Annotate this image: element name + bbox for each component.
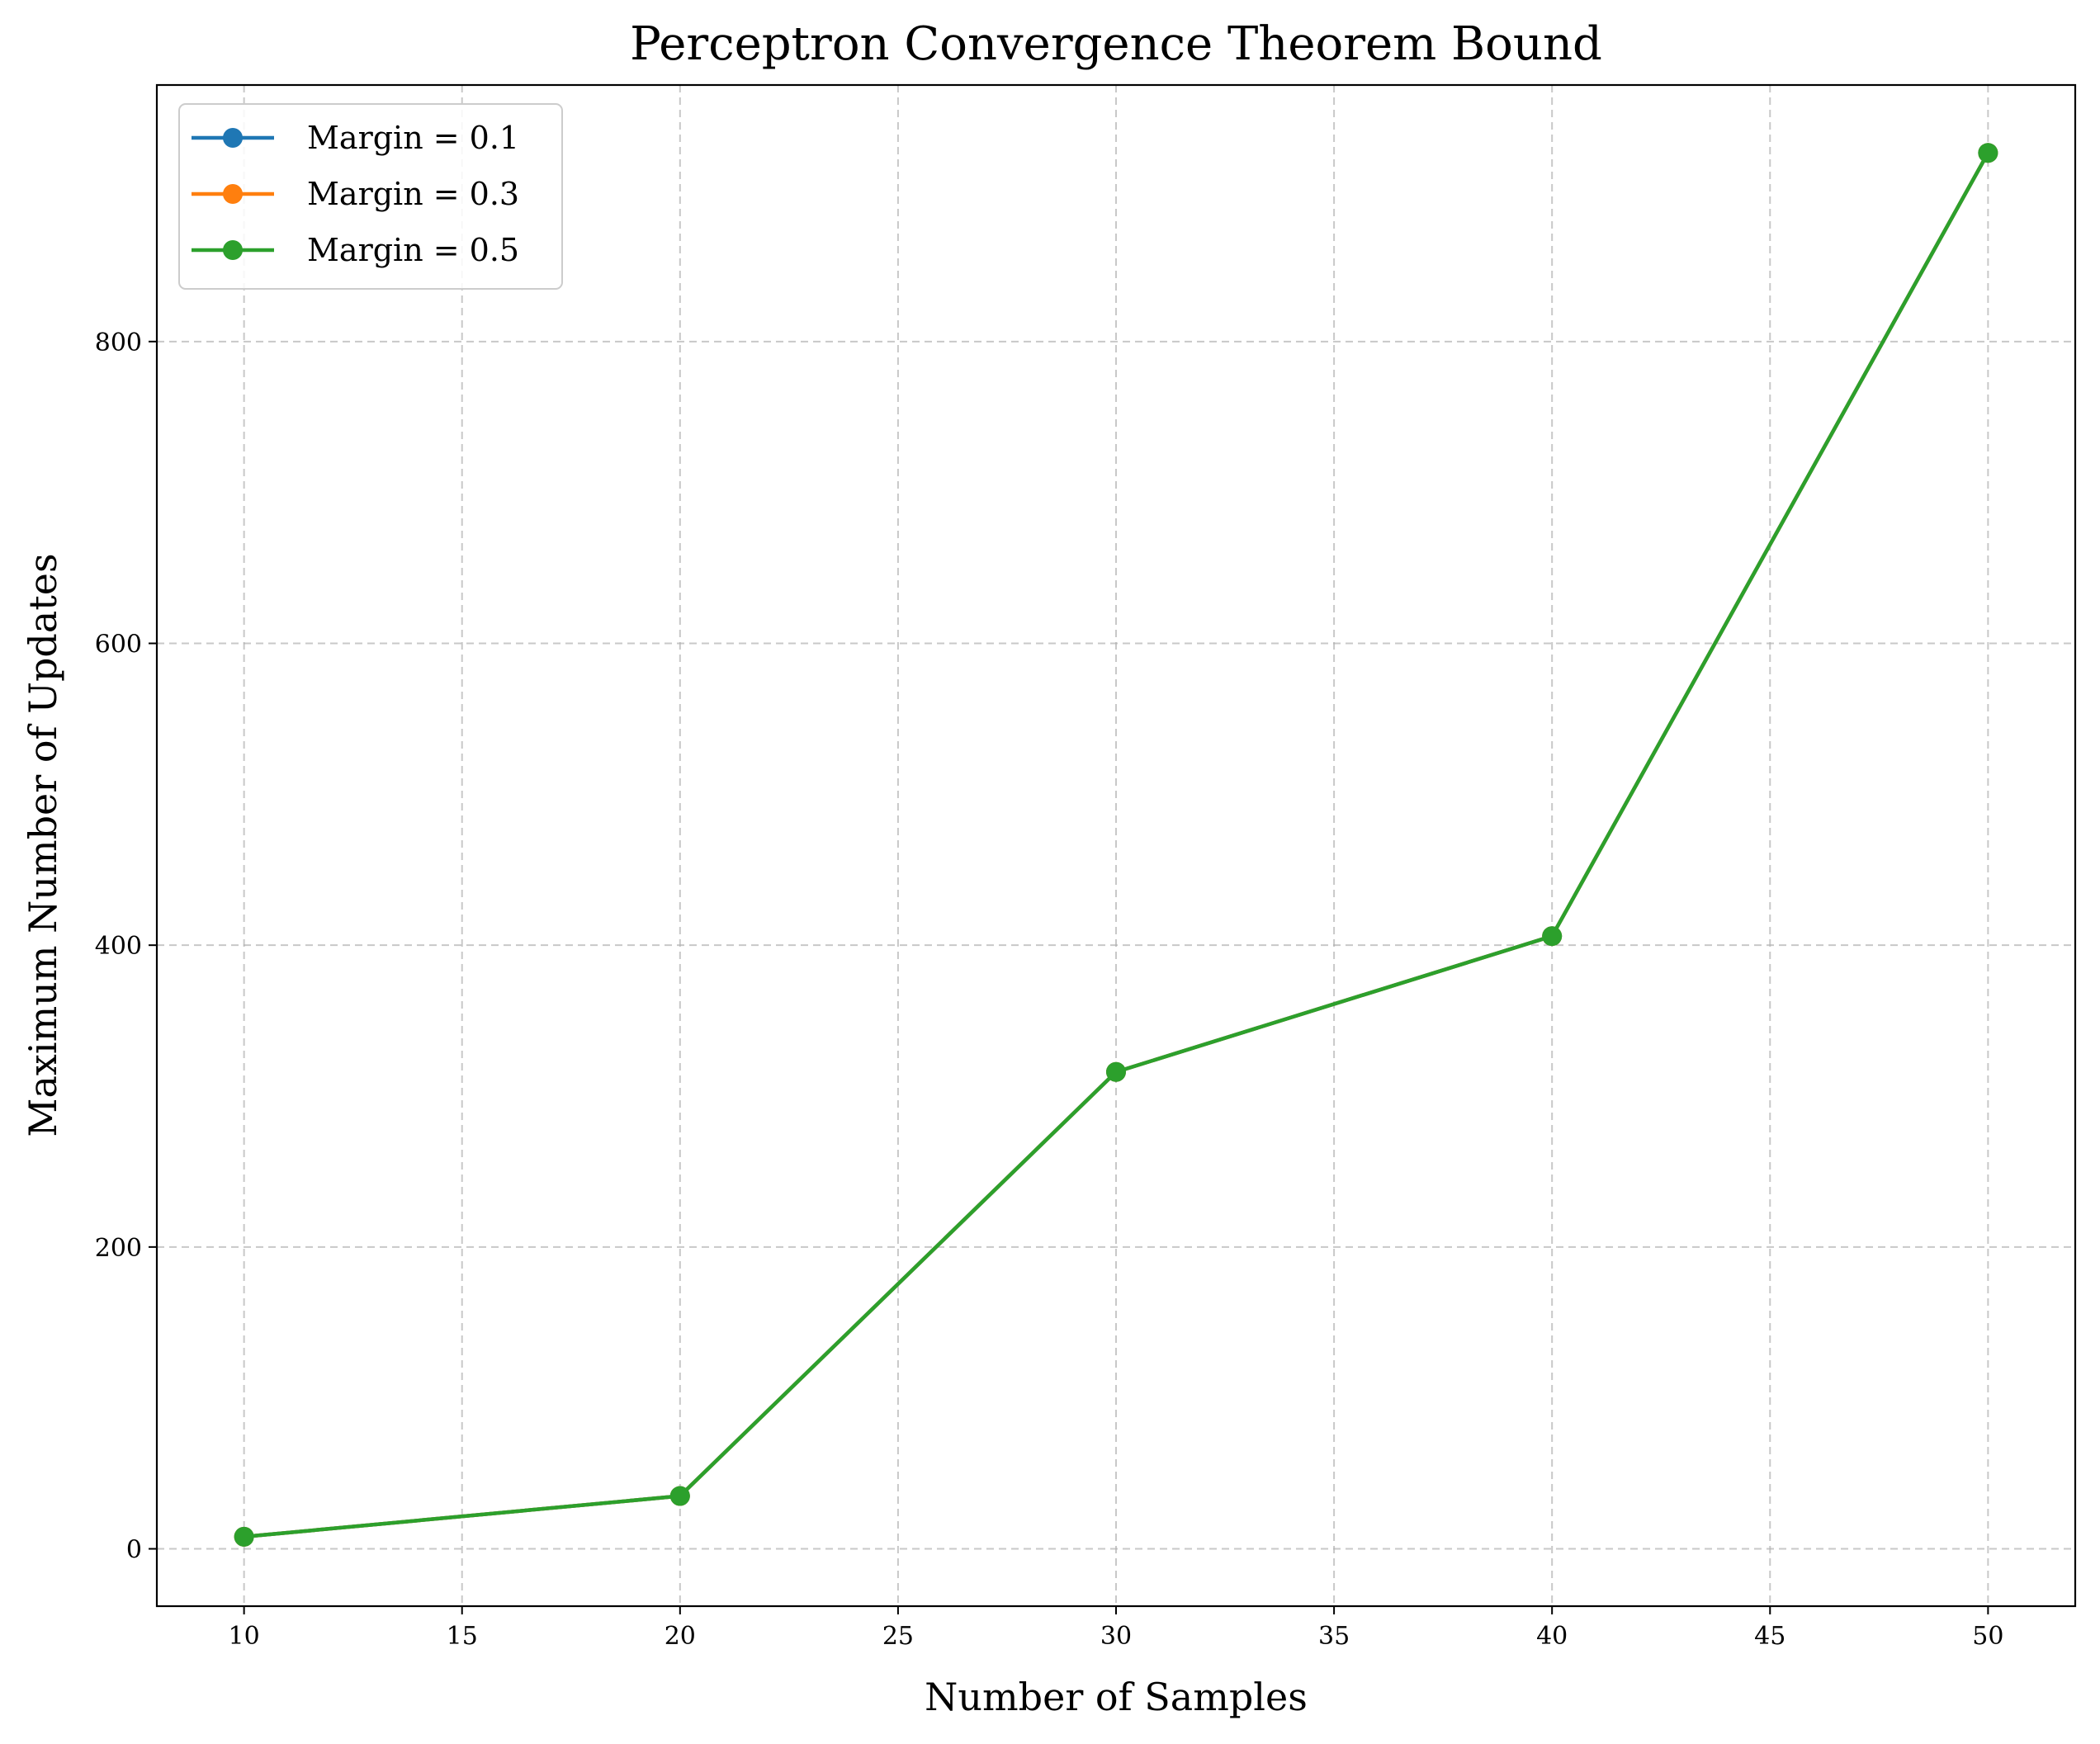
x-tick-label: 45 xyxy=(1754,1622,1785,1651)
legend-item: Margin = 0.1 xyxy=(192,120,519,156)
data-point xyxy=(1542,926,1563,947)
x-tick-label: 40 xyxy=(1536,1622,1568,1651)
x-tick-label: 25 xyxy=(882,1622,914,1651)
legend-label: Margin = 0.3 xyxy=(307,176,519,212)
y-axis-label: Maximum Number of Updates xyxy=(21,553,65,1137)
series-3 xyxy=(234,143,1998,1547)
y-tick-label: 600 xyxy=(95,630,142,659)
legend-label: Margin = 0.1 xyxy=(307,120,519,156)
legend-item: Margin = 0.5 xyxy=(192,232,519,268)
y-tick-label: 0 xyxy=(126,1536,142,1565)
x-tick-label: 10 xyxy=(229,1622,260,1651)
legend-item: Margin = 0.3 xyxy=(192,176,519,212)
y-tick-label: 400 xyxy=(95,932,142,961)
legend-label: Margin = 0.5 xyxy=(307,232,519,268)
series-lines xyxy=(234,143,1998,1547)
x-tick-label: 35 xyxy=(1318,1622,1350,1651)
x-axis-label: Number of Samples xyxy=(925,1675,1308,1719)
x-tick-label: 30 xyxy=(1100,1622,1132,1651)
legend-marker xyxy=(223,184,243,204)
data-point xyxy=(234,1526,254,1547)
y-tick-label: 800 xyxy=(95,328,142,357)
legend-marker xyxy=(223,240,243,260)
data-point xyxy=(1978,143,1998,163)
data-point xyxy=(1106,1061,1126,1082)
axis-ticks: 10 15 20 25 30 35 40 45 50 0 200 400 600 800 xyxy=(95,328,2004,1651)
y-tick-label: 200 xyxy=(95,1234,142,1263)
x-tick-label: 15 xyxy=(447,1622,478,1651)
grid xyxy=(157,85,2075,1606)
chart-title: Perceptron Convergence Theorem Bound xyxy=(630,17,1602,71)
data-point xyxy=(669,1486,690,1506)
legend-box xyxy=(178,103,563,290)
legend: Margin = 0.1 Margin = 0.3 Margin = 0.5 xyxy=(178,103,563,290)
x-tick-label: 50 xyxy=(1972,1622,2003,1651)
x-tick-label: 20 xyxy=(665,1622,696,1651)
legend-marker xyxy=(223,128,243,148)
